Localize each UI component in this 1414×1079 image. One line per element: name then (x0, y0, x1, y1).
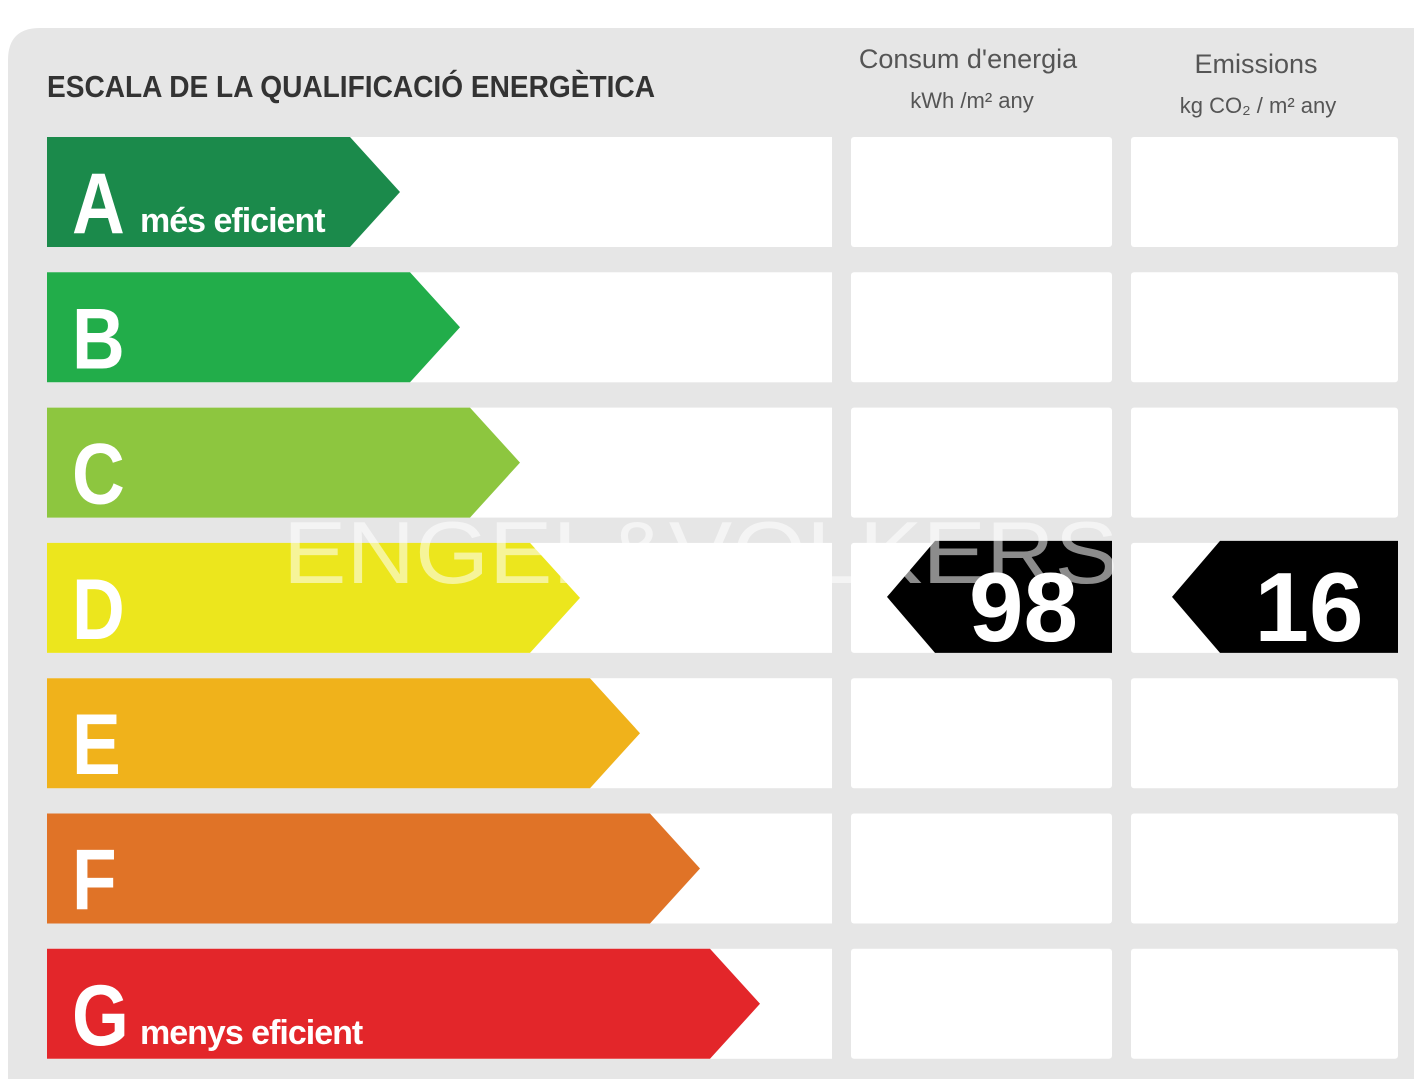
column-unit: kWh /m² any (910, 88, 1033, 113)
cell (1131, 137, 1398, 247)
rating-letter: E (72, 697, 121, 793)
column-title: Consum d'energia (859, 44, 1078, 74)
rating-note: més eficient (140, 202, 325, 240)
rating-letter: F (72, 832, 117, 928)
cell (851, 272, 1112, 383)
rating-arrow (47, 948, 760, 1059)
rating-arrow (47, 272, 460, 383)
watermark: ENGEL&VÖLKERS (283, 503, 1118, 602)
rating-letter: A (72, 155, 125, 251)
rating-letter: B (72, 291, 125, 387)
cell (851, 948, 1112, 1059)
rating-arrow (47, 407, 520, 518)
cell (851, 678, 1112, 789)
rating-tag (887, 540, 1112, 653)
cell (1131, 407, 1398, 518)
cell (851, 137, 1112, 247)
title: ESCALA DE LA QUALIFICACIÓ ENERGÈTICA (47, 68, 655, 104)
cell (1131, 678, 1398, 789)
cell (851, 813, 1112, 924)
column-unit: kg CO₂ / m² any (1180, 93, 1336, 118)
cell (1131, 948, 1398, 1059)
rating-arrow (47, 678, 640, 789)
rating-value: 16 (1254, 552, 1363, 662)
rating-arrow (47, 542, 580, 653)
cell (1131, 272, 1398, 383)
column-title: Emissions (1194, 49, 1317, 79)
rating-value: 98 (969, 552, 1078, 662)
rating-letter: D (72, 561, 125, 657)
rating-arrow (47, 813, 700, 924)
rating-letter: C (72, 426, 125, 522)
rating-letter: G (72, 967, 129, 1063)
cell (851, 407, 1112, 518)
cell (1131, 813, 1398, 924)
rating-note: menys eficient (140, 1014, 363, 1052)
rating-tag (1172, 540, 1398, 653)
rating-arrow (47, 137, 400, 247)
